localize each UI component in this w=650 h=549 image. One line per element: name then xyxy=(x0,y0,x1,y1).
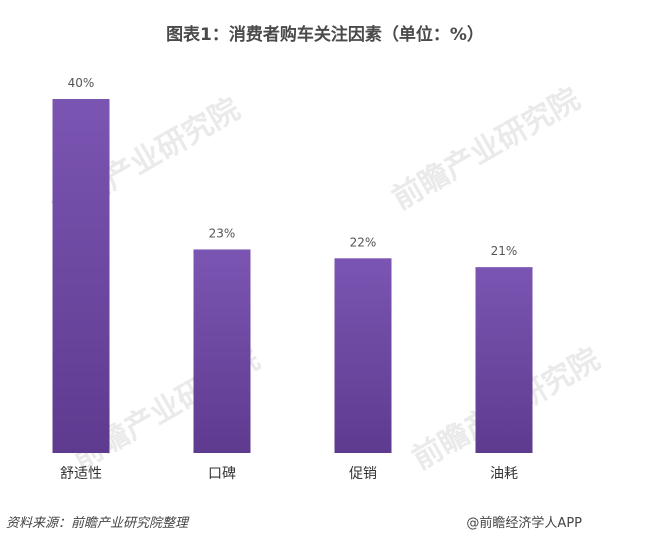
value-label-3: 21% xyxy=(491,244,518,258)
bar-2 xyxy=(334,258,392,453)
value-label-0: 40% xyxy=(68,76,95,90)
bar-3 xyxy=(475,267,533,453)
source-note: 资料来源：前瞻产业研究院整理 xyxy=(6,515,190,531)
category-label-3: 油耗 xyxy=(490,466,518,482)
chart-title: 图表1：消费者购车关注因素（单位：%） xyxy=(166,24,484,45)
value-label-2: 22% xyxy=(350,235,377,249)
bar-0 xyxy=(52,99,110,453)
bars xyxy=(52,99,533,453)
category-label-0: 舒适性 xyxy=(60,466,102,482)
value-labels: 40% 23% 22% 21% xyxy=(68,76,518,258)
watermark: 前瞻产业研究院 xyxy=(387,82,586,217)
credit-note: @前瞻经济学人APP xyxy=(466,515,582,531)
category-label-1: 口碑 xyxy=(208,466,236,482)
category-label-2: 促销 xyxy=(349,466,377,482)
category-labels: 舒适性 口碑 促销 油耗 xyxy=(60,466,518,482)
bar-1 xyxy=(193,249,251,453)
value-label-1: 23% xyxy=(209,226,236,240)
